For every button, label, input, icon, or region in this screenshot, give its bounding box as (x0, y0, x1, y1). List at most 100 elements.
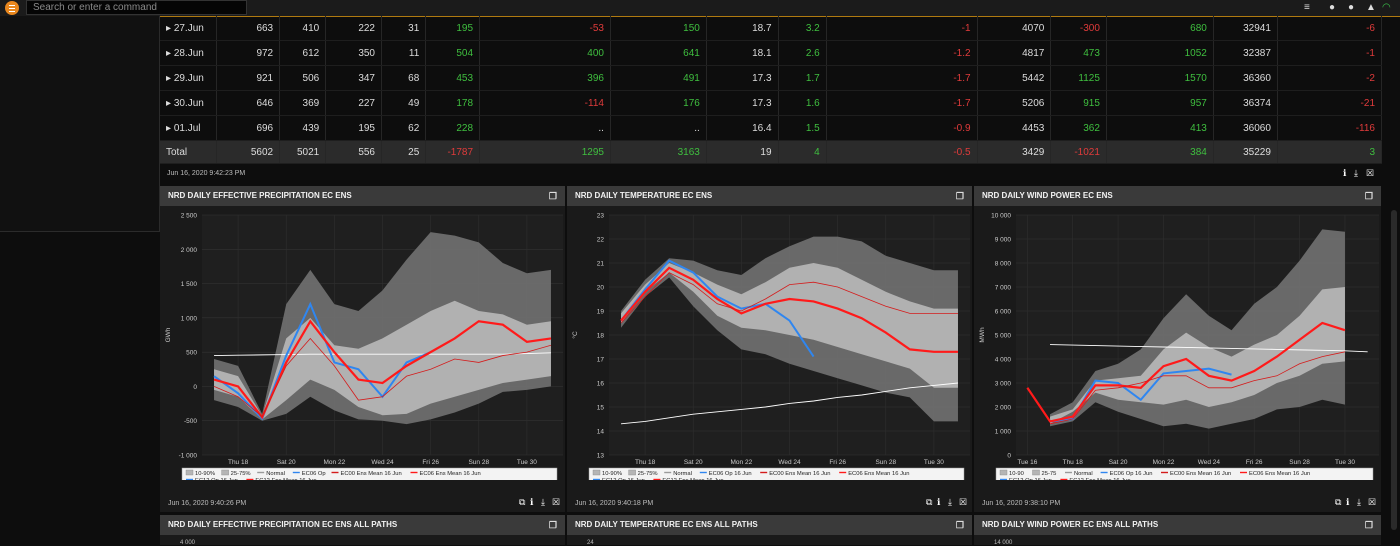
x-tick-label: Mon 22 (1153, 459, 1175, 466)
row-label[interactable]: ▸ 30.Jun (160, 90, 217, 116)
table-cell: 176 (610, 90, 707, 116)
table-cell: -6 (1277, 16, 1383, 41)
table-cell: 5602 (216, 140, 281, 164)
normal-line (620, 382, 959, 425)
popout-icon[interactable]: ❐ (1364, 191, 1373, 201)
y-tick-label: 500 (186, 350, 197, 357)
scrollbar[interactable] (1391, 210, 1397, 530)
table-cell: -300 (1050, 16, 1107, 41)
wifi-icon[interactable]: ◠ (1382, 2, 1391, 13)
expand-caret-icon[interactable]: ▸ (166, 72, 174, 84)
popout-icon[interactable]: ❐ (548, 191, 557, 201)
table-cell: 4817 (977, 40, 1052, 66)
table-cell: -2 (1277, 65, 1383, 91)
panel-header: NRD DAILY WIND POWER EC ENS ALL PATHS ❐ (974, 515, 1381, 535)
table-cell: 347 (325, 65, 382, 91)
expand-caret-icon[interactable]: ▸ (166, 47, 174, 59)
table-cell: 957 (1106, 90, 1214, 116)
chart-timestamp: Jun 16, 2020 9:40:26 PM (168, 500, 247, 507)
popout-icon[interactable]: ❐ (548, 520, 557, 530)
table-cell: 612 (279, 40, 327, 66)
y-axis-label: GWh (165, 327, 172, 342)
legend-item: EC12 Op 16 Jun (1009, 478, 1052, 480)
table-download-icon[interactable]: ⤓ (1354, 168, 1358, 178)
bell-icon[interactable]: ▲ (1366, 2, 1376, 13)
info-icon[interactable]: ℹ (937, 497, 941, 507)
popout-icon[interactable]: ❐ (1364, 520, 1373, 530)
table-cell: 1295 (479, 140, 611, 164)
x-tick-label: Sun 28 (1289, 459, 1310, 466)
table-row[interactable]: ▸ 27.Jun 663 410 222 31 195 -53 150 18.7 3.2 -1 407… (160, 16, 1383, 41)
ens-mean-line (1026, 321, 1346, 423)
chart-legend: 10-90% 25-75% Normal EC06 Op EC00 Ens Mean 1… (181, 467, 558, 480)
command-search-input[interactable]: Search or enter a command (26, 0, 247, 15)
table-cell: 18.7 (706, 16, 779, 41)
open-icon[interactable]: ⧉ (1335, 497, 1342, 507)
legend-swatch (1032, 469, 1040, 476)
excel-icon[interactable]: ☒ (1368, 497, 1377, 507)
row-label[interactable]: ▸ 28.Jun (160, 40, 217, 66)
chart-timestamp: Jun 16, 2020 9:40:18 PM (575, 500, 654, 507)
table-row[interactable]: ▸ 01.Jul 696 439 195 62 228.... 16.4 1.5 -0.9 445… (160, 115, 1383, 141)
table-cell: 68 (381, 65, 427, 91)
y-tick-label: 21 (597, 261, 605, 268)
table-row[interactable]: ▸ 28.Jun 972 612 350 11 504 400 641 18.1 2.6 -1.2 4… (160, 40, 1383, 66)
row-label[interactable]: ▸ 01.Jul (160, 115, 217, 141)
table-cell: 178 (425, 90, 481, 116)
excel-icon[interactable]: ☒ (959, 497, 968, 507)
legend-item: EC12 Ens Mean 16 Jun (662, 478, 723, 480)
y-tick-label: 2 500 (181, 213, 198, 220)
table-cell: 369 (279, 90, 327, 116)
table-cell: 228 (425, 115, 481, 141)
table-row[interactable]: ▸ 29.Jun 921 506 347 68 453 396 491 17.3 1.7 -1.7 5… (160, 65, 1383, 91)
table-timestamp: Jun 16, 2020 9:42:23 PM (167, 170, 246, 177)
legend-item: 10-90% (602, 471, 622, 477)
legend-item: EC00 Ens Mean 16 Jun (1170, 471, 1231, 477)
expand-caret-icon[interactable]: ▸ (166, 22, 174, 34)
row-label[interactable]: ▸ 29.Jun (160, 65, 217, 91)
expand-caret-icon[interactable]: ▸ (166, 97, 174, 109)
popout-icon[interactable]: ❐ (955, 520, 964, 530)
y-tick-label: 2 000 (995, 405, 1012, 412)
normal-line (1050, 344, 1368, 353)
table-cell: 350 (325, 40, 382, 66)
x-tick-label: Sun 28 (468, 459, 489, 466)
excel-icon[interactable]: ☒ (552, 497, 561, 507)
chart-legend: 10-90 25-75 Normal EC06 Op 16 Jun EC00 Ens M… (995, 467, 1374, 480)
table-cell: 25 (381, 140, 427, 164)
download-icon[interactable]: ⤓ (948, 497, 952, 507)
download-icon[interactable]: ⤓ (1357, 497, 1361, 507)
legend-item: EC12 Ens Mean 16 Jun (1069, 478, 1130, 480)
y-tick-label: 3 000 (995, 381, 1012, 388)
table-cell: 491 (610, 65, 707, 91)
table-cell: 400 (479, 40, 611, 66)
info-icon[interactable]: ℹ (530, 497, 534, 507)
x-tick-label: Wed 24 (778, 459, 801, 466)
info-icon[interactable]: ℹ (1346, 497, 1350, 507)
y-tick-label: 15 (597, 405, 605, 412)
download-icon[interactable]: ⤓ (541, 497, 545, 507)
open-icon[interactable]: ⧉ (926, 497, 933, 507)
table-cell: 222 (325, 16, 382, 41)
user-icon[interactable]: ● (1329, 2, 1336, 13)
table-excel-icon[interactable]: ☒ (1366, 168, 1375, 178)
chat-icon[interactable]: ● (1348, 2, 1355, 13)
legend-item: Normal (673, 471, 692, 477)
table-cell: 1125 (1050, 65, 1107, 91)
table-cell: -0.9 (826, 115, 978, 141)
x-tick-label: Mon 22 (324, 459, 346, 466)
chart-svg: -1 000 -500 0 500 1 000 1 500 2 000 2 500 Thu 18… (165, 213, 563, 480)
chart-svg: 0 1 000 2 000 3 000 4 000 5 000 6 000 7 000 8 00… (979, 213, 1379, 480)
table-info-icon[interactable]: ℹ (1343, 168, 1347, 178)
expand-caret-icon[interactable]: ▸ (166, 122, 174, 134)
popout-icon[interactable]: ❐ (955, 191, 964, 201)
ec00-mean-line (1049, 351, 1346, 425)
menu-icon[interactable]: ≡ (1304, 2, 1310, 13)
open-icon[interactable]: ⧉ (519, 497, 526, 507)
chart-legend: 10-90% 25-75% Normal EC06 Op 16 Jun EC00 Ens… (588, 467, 965, 480)
legend-item: 25-75 (1042, 471, 1057, 477)
table-row[interactable]: ▸ 30.Jun 646 369 227 49 178 -114 176 17.3 1.6 -1.7… (160, 90, 1383, 116)
table-cell: -1.2 (826, 40, 978, 66)
row-label[interactable]: ▸ 27.Jun (160, 16, 217, 41)
menu-logo-icon[interactable] (5, 1, 19, 15)
